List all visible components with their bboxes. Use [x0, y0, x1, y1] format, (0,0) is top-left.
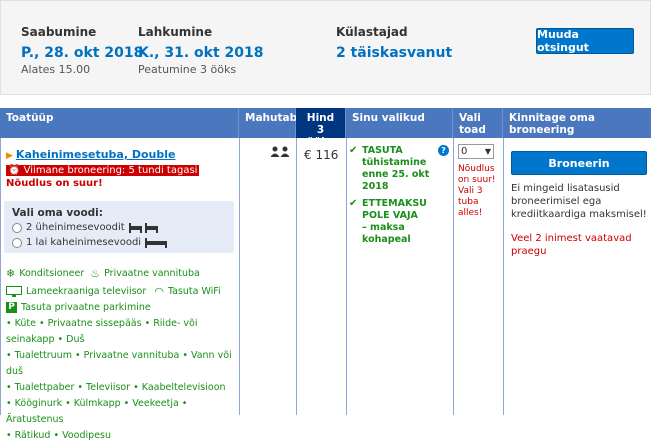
caret-down-icon: ▼	[484, 147, 491, 156]
no-fees-note: Ei mingeid lisatasusid broneerimisel ega…	[511, 183, 647, 220]
guests-label: Külastajad	[336, 25, 408, 39]
no-prepayment-text: ETTEMAKSU POLE VAJA	[362, 198, 427, 221]
occupancy-icon	[270, 146, 290, 161]
departure-date: K., 31. okt 2018	[138, 45, 264, 61]
column-divider	[346, 138, 347, 415]
double-bed-icon	[145, 238, 168, 248]
room-name-row: ▶ Kaheinimesetuba, Double	[6, 148, 175, 161]
book-now-button[interactable]: Broneerin	[511, 151, 647, 175]
arrival-time: Alates 15.00	[21, 63, 91, 76]
high-demand-text: Nõudlus on suur!	[6, 178, 103, 189]
chevron-right-icon: ▶	[6, 151, 13, 161]
no-prepayment: ✔ ETTEMAKSU POLE VAJA – maksa kohapeal	[349, 198, 450, 246]
header-confirm: Kinnitage oma broneering	[509, 112, 595, 136]
room-name-link[interactable]: Kaheinimesetuba, Double	[15, 148, 176, 161]
snowflake-icon: ❄	[6, 267, 16, 280]
header-room-type: Toatüüp	[0, 108, 239, 138]
amenities-list: • Küte • Privaatne sissepääs • Riide- võ…	[6, 316, 236, 444]
facility-row-3: P Tasuta privaatne parkimine	[6, 302, 151, 313]
check-icon: ✔	[349, 198, 358, 209]
amenities-line: • Kööginurk • Külmkapp • Veekeetja • Ära…	[6, 398, 188, 425]
facility-row-1: ❄ Konditsioneer ♨ Privaatne vannituba	[6, 267, 200, 280]
modify-search-button[interactable]: Muuda otsingut	[536, 28, 634, 54]
bed-choice-title: Vali oma voodi:	[12, 207, 103, 219]
facility-bathroom: Privaatne vannituba	[104, 268, 200, 279]
guests-value: 2 täiskasvanut	[336, 45, 453, 61]
facility-wifi: Tasuta WiFi	[167, 286, 221, 297]
amenities-line: • Küte • Privaatne sissepääs • Riide- võ…	[6, 318, 198, 345]
amenities-line: • Tualettpaber • Televiisor • Kaabeltele…	[6, 382, 226, 393]
alarm-clock-icon: ⏰	[8, 165, 21, 176]
column-divider	[453, 138, 454, 415]
price-value: € 116	[304, 148, 339, 162]
rooms-left-warning: Nõudlus on suur! Vali 3 tuba alles!	[458, 164, 496, 218]
guests-block: Külastajad 2 täiskasvanut	[336, 25, 452, 61]
check-icon: ✔	[349, 145, 358, 156]
free-cancellation-text: TASUTA tühistamine enne 25. okt 2018	[362, 145, 430, 192]
two-persons-icon	[270, 146, 290, 157]
last-booking-notice: ⏰ Viimane broneering: 5 tundi tagasi Nõu…	[6, 164, 234, 190]
stay-length: Peatumine 3 ööks	[138, 63, 237, 76]
column-divider	[296, 138, 297, 415]
parking-icon: P	[6, 302, 17, 313]
column-divider	[239, 138, 240, 415]
header-select-rooms: Vali toad	[453, 108, 503, 138]
twin-bed-label: 2 üheinimesevoodit	[26, 222, 125, 233]
room-quantity-value: 0	[461, 146, 468, 157]
header-choices: Sinu valikud	[346, 108, 453, 138]
arrival-block: Saabumine P., 28. okt 2018 Alates 15.00	[21, 25, 143, 76]
room-table-header: Toatüüp Mahutab Hind 3 ööks Sinu valikud…	[0, 108, 651, 148]
column-divider	[503, 138, 504, 415]
bed-option-twin[interactable]: 2 üheinimesevoodit	[12, 222, 159, 233]
pay-at-property-text: – maksa kohapeal	[362, 222, 411, 245]
people-viewing-note: Veel 2 inimest vaatavad praegu	[511, 233, 632, 257]
shower-icon: ♨	[90, 267, 101, 280]
tv-icon	[6, 286, 22, 297]
facility-ac: Konditsioneer	[19, 268, 85, 279]
header-capacity: Mahutab	[239, 108, 297, 138]
room-table-body	[0, 138, 651, 415]
last-booking-text: Viimane broneering: 5 tundi tagasi	[23, 165, 198, 176]
double-bed-radio[interactable]	[12, 237, 22, 248]
facility-row-2: Lameekraaniga televiisor ◠ Tasuta WiFi	[6, 285, 221, 298]
info-icon[interactable]: ?	[438, 145, 449, 156]
departure-block: Lahkumine K., 31. okt 2018 Peatumine 3 ö…	[138, 25, 264, 76]
arrival-date: P., 28. okt 2018	[21, 45, 144, 61]
arrival-label: Saabumine	[21, 25, 97, 39]
facility-tv: Lameekraaniga televiisor	[26, 286, 147, 297]
room-quantity-select[interactable]: 0 ▼	[458, 144, 494, 159]
double-bed-label: 1 lai kaheinimesevoodi	[26, 237, 142, 248]
search-summary: Saabumine P., 28. okt 2018 Alates 15.00 …	[0, 0, 651, 95]
header-price[interactable]: Hind 3 ööks	[296, 108, 346, 148]
facility-parking: Tasuta privaatne parkimine	[21, 302, 151, 313]
free-cancellation: ✔ TASUTA tühistamine enne 25. okt 2018	[349, 145, 450, 193]
bed-option-double[interactable]: 1 lai kaheinimesevoodi	[12, 237, 168, 248]
twin-beds-icon	[128, 223, 158, 233]
twin-bed-radio[interactable]	[12, 222, 22, 233]
amenities-line: • Rätikud • Voodipesu	[6, 430, 112, 441]
bed-choice-box: Vali oma voodi: 2 üheinimesevoodit 1 lai…	[4, 201, 234, 253]
amenities-line: • Tualettruum • Privaatne vannituba • Va…	[6, 350, 232, 377]
departure-label: Lahkumine	[138, 25, 213, 39]
wifi-icon: ◠	[154, 285, 164, 298]
last-booking-badge: ⏰ Viimane broneering: 5 tundi tagasi	[6, 165, 200, 176]
